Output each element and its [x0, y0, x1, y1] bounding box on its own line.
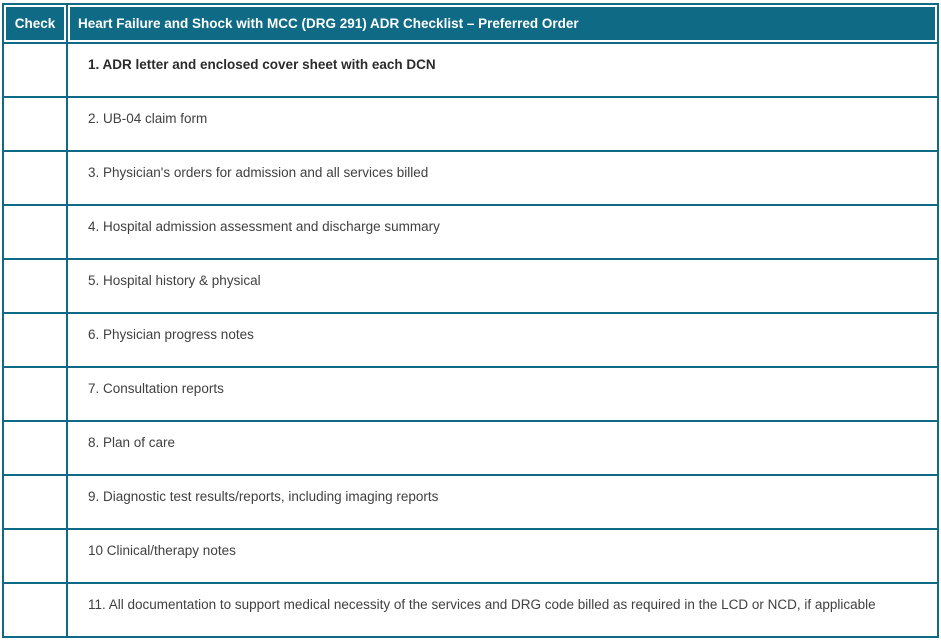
- table-row: 2. UB-04 claim form: [4, 98, 937, 150]
- table-row: 9. Diagnostic test results/reports, incl…: [4, 476, 937, 528]
- checklist-item: 1. ADR letter and enclosed cover sheet w…: [68, 44, 937, 96]
- check-cell: [4, 206, 66, 258]
- checklist-item: 4. Hospital admission assessment and dis…: [68, 206, 937, 258]
- check-cell: [4, 314, 66, 366]
- checklist-item: 11. All documentation to support medical…: [68, 584, 937, 636]
- table-title: Heart Failure and Shock with MCC (DRG 29…: [68, 5, 937, 42]
- check-cell: [4, 584, 66, 636]
- table-row: 5. Hospital history & physical: [4, 260, 937, 312]
- check-cell: [4, 368, 66, 420]
- checklist-item: 8. Plan of care: [68, 422, 937, 474]
- checklist-item: 3. Physician's orders for admission and …: [68, 152, 937, 204]
- checklist-item: 9. Diagnostic test results/reports, incl…: [68, 476, 937, 528]
- checklist-item: 7. Consultation reports: [68, 368, 937, 420]
- check-cell: [4, 44, 66, 96]
- check-cell: [4, 530, 66, 582]
- checklist-item: 10 Clinical/therapy notes: [68, 530, 937, 582]
- table-row: 3. Physician's orders for admission and …: [4, 152, 937, 204]
- check-cell: [4, 152, 66, 204]
- table-row: 6. Physician progress notes: [4, 314, 937, 366]
- checklist-item: 6. Physician progress notes: [68, 314, 937, 366]
- table-row: 8. Plan of care: [4, 422, 937, 474]
- check-column-header: Check: [4, 5, 66, 42]
- check-cell: [4, 422, 66, 474]
- checklist-item: 2. UB-04 claim form: [68, 98, 937, 150]
- table-row: 10 Clinical/therapy notes: [4, 530, 937, 582]
- table-row: 4. Hospital admission assessment and dis…: [4, 206, 937, 258]
- check-cell: [4, 98, 66, 150]
- table-row: 11. All documentation to support medical…: [4, 584, 937, 636]
- check-cell: [4, 476, 66, 528]
- table-row: 1. ADR letter and enclosed cover sheet w…: [4, 44, 937, 96]
- adr-checklist-table: Check Heart Failure and Shock with MCC (…: [2, 3, 939, 638]
- checklist-item: 5. Hospital history & physical: [68, 260, 937, 312]
- header-row: Check Heart Failure and Shock with MCC (…: [4, 5, 937, 42]
- table-row: 7. Consultation reports: [4, 368, 937, 420]
- check-cell: [4, 260, 66, 312]
